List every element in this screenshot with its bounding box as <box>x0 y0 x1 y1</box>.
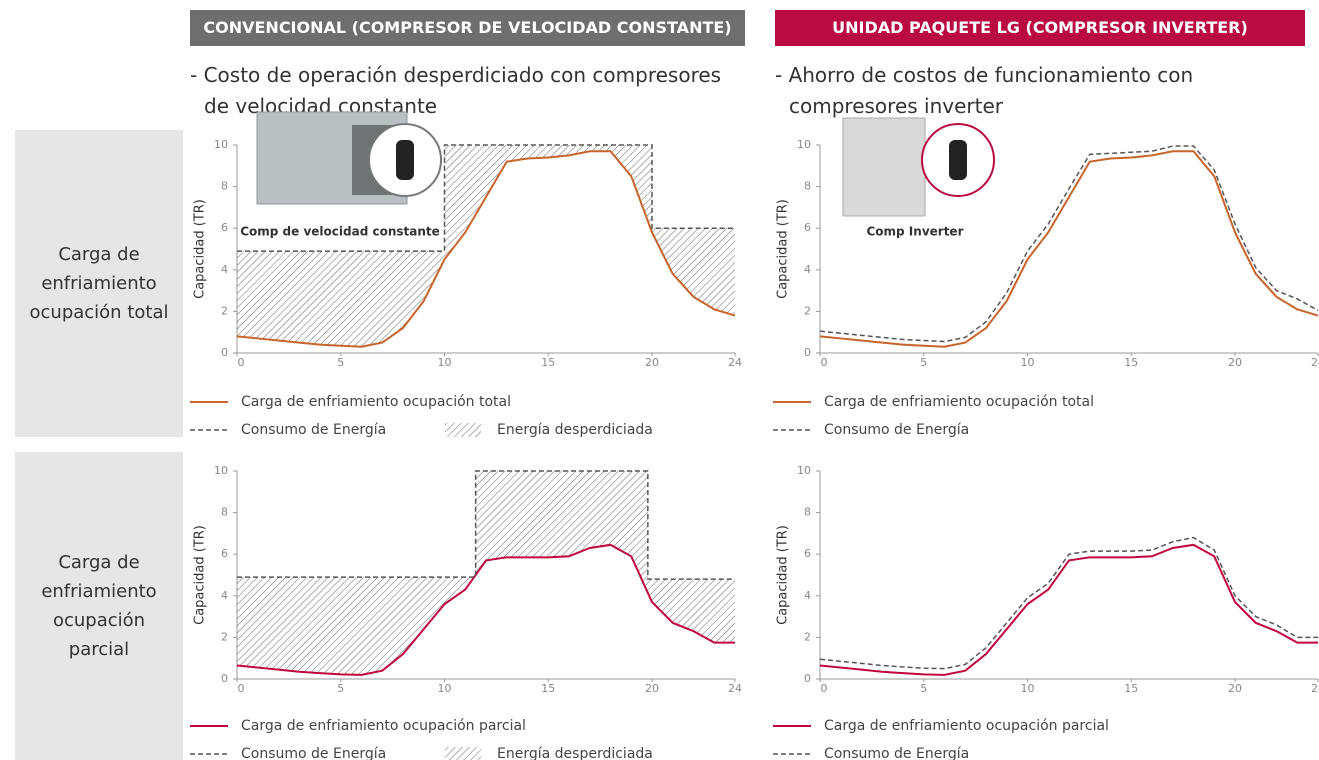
y-tick-label: 0 <box>221 346 228 359</box>
row-label: Carga de enfriamiento ocupación total <box>29 244 169 323</box>
y-tick-label: 2 <box>221 630 228 643</box>
y-tick-label: 0 <box>804 672 811 685</box>
legend-label: Consumo de Energía <box>241 422 386 438</box>
series-line <box>819 150 1319 348</box>
y-tick-label: 6 <box>221 547 228 560</box>
y-tick-label: 10 <box>797 138 811 151</box>
row-label-box: Carga de enfriamiento ocupación parcial <box>15 452 183 760</box>
y-tick-label: 10 <box>214 138 228 151</box>
y-tick-label: 4 <box>221 263 228 276</box>
y-axis-label: Capacidad (TR) <box>776 525 791 625</box>
y-tick-label: 4 <box>221 589 228 602</box>
y-tick-label: 0 <box>804 346 811 359</box>
x-tick-label: 10 <box>1021 682 1035 695</box>
series-line <box>819 536 1318 670</box>
legend-label: Consumo de Energía <box>824 746 969 760</box>
legend-label: Consumo de Energía <box>824 422 969 438</box>
image-caption: Comp de velocidad constante <box>240 225 440 239</box>
x-tick-label: 0 <box>238 682 245 695</box>
y-tick-label: 2 <box>221 304 228 317</box>
y-tick-label: 6 <box>804 221 811 234</box>
series-line <box>236 150 736 348</box>
x-tick-label: 24 <box>1311 682 1319 695</box>
series-line <box>819 543 1318 676</box>
x-tick-label: 10 <box>1021 356 1035 369</box>
x-tick-label: 20 <box>645 356 659 369</box>
x-tick-label: 5 <box>337 682 344 695</box>
wasted-energy-area <box>237 471 735 675</box>
series-line <box>237 144 735 252</box>
y-tick-label: 8 <box>804 180 811 193</box>
legend-label: Energía desperdiciada <box>497 422 653 438</box>
row-label-box: Carga de enfriamiento ocupación total <box>15 130 183 437</box>
y-tick-label: 8 <box>221 180 228 193</box>
y-axis-label: Capacidad (TR) <box>776 199 791 299</box>
x-tick-label: 20 <box>645 682 659 695</box>
x-tick-label: 24 <box>728 356 742 369</box>
y-tick-label: 0 <box>221 672 228 685</box>
y-tick-label: 4 <box>804 263 811 276</box>
legend-label: Consumo de Energía <box>241 746 386 760</box>
unit-image <box>842 117 926 217</box>
x-tick-label: 15 <box>1124 682 1138 695</box>
header-conventional: CONVENCIONAL (COMPRESOR DE VELOCIDAD CON… <box>190 10 745 46</box>
y-tick-label: 10 <box>797 464 811 477</box>
x-tick-label: 24 <box>1311 356 1319 369</box>
compressor-body <box>396 140 414 180</box>
x-tick-label: 0 <box>821 356 828 369</box>
legend-label: Carga de enfriamiento ocupación total <box>241 394 511 410</box>
x-tick-label: 5 <box>337 356 344 369</box>
y-tick-label: 2 <box>804 304 811 317</box>
x-tick-label: 24 <box>728 682 742 695</box>
y-axis-label: Capacidad (TR) <box>193 525 208 625</box>
subtitle: - Ahorro de costos de funcionamiento con… <box>775 63 1194 118</box>
legend-label: Energía desperdiciada <box>497 746 653 760</box>
wasted-energy-area <box>237 145 735 347</box>
x-tick-label: 15 <box>1124 356 1138 369</box>
x-tick-label: 20 <box>1228 682 1242 695</box>
legend-label: Carga de enfriamiento ocupación parcial <box>241 718 526 734</box>
legend-label: Carga de enfriamiento ocupación total <box>824 394 1094 410</box>
legend-label: Carga de enfriamiento ocupación parcial <box>824 718 1109 734</box>
y-tick-label: 2 <box>804 630 811 643</box>
header-inverter: UNIDAD PAQUETE LG (COMPRESOR INVERTER) <box>775 10 1305 46</box>
y-tick-label: 8 <box>221 506 228 519</box>
compressor-body <box>949 140 967 180</box>
x-tick-label: 15 <box>541 682 555 695</box>
y-tick-label: 6 <box>221 221 228 234</box>
x-tick-label: 5 <box>920 356 927 369</box>
y-tick-label: 6 <box>804 547 811 560</box>
y-tick-label: 10 <box>214 464 228 477</box>
series-line <box>819 145 1319 343</box>
y-axis-label: Capacidad (TR) <box>193 199 208 299</box>
x-tick-label: 15 <box>541 356 555 369</box>
legend-hatch <box>445 423 481 437</box>
x-tick-label: 5 <box>920 682 927 695</box>
subtitle: - Costo de operación desperdiciado con c… <box>190 63 722 118</box>
y-tick-label: 4 <box>804 589 811 602</box>
x-tick-label: 0 <box>821 682 828 695</box>
x-tick-label: 0 <box>238 356 245 369</box>
x-tick-label: 10 <box>438 682 452 695</box>
y-tick-label: 8 <box>804 506 811 519</box>
x-tick-label: 10 <box>438 356 452 369</box>
row-label: Carga de enfriamiento ocupación parcial <box>41 552 157 660</box>
legend-hatch <box>445 747 481 760</box>
image-caption: Comp Inverter <box>866 225 963 239</box>
series-line <box>236 543 735 676</box>
x-tick-label: 20 <box>1228 356 1242 369</box>
